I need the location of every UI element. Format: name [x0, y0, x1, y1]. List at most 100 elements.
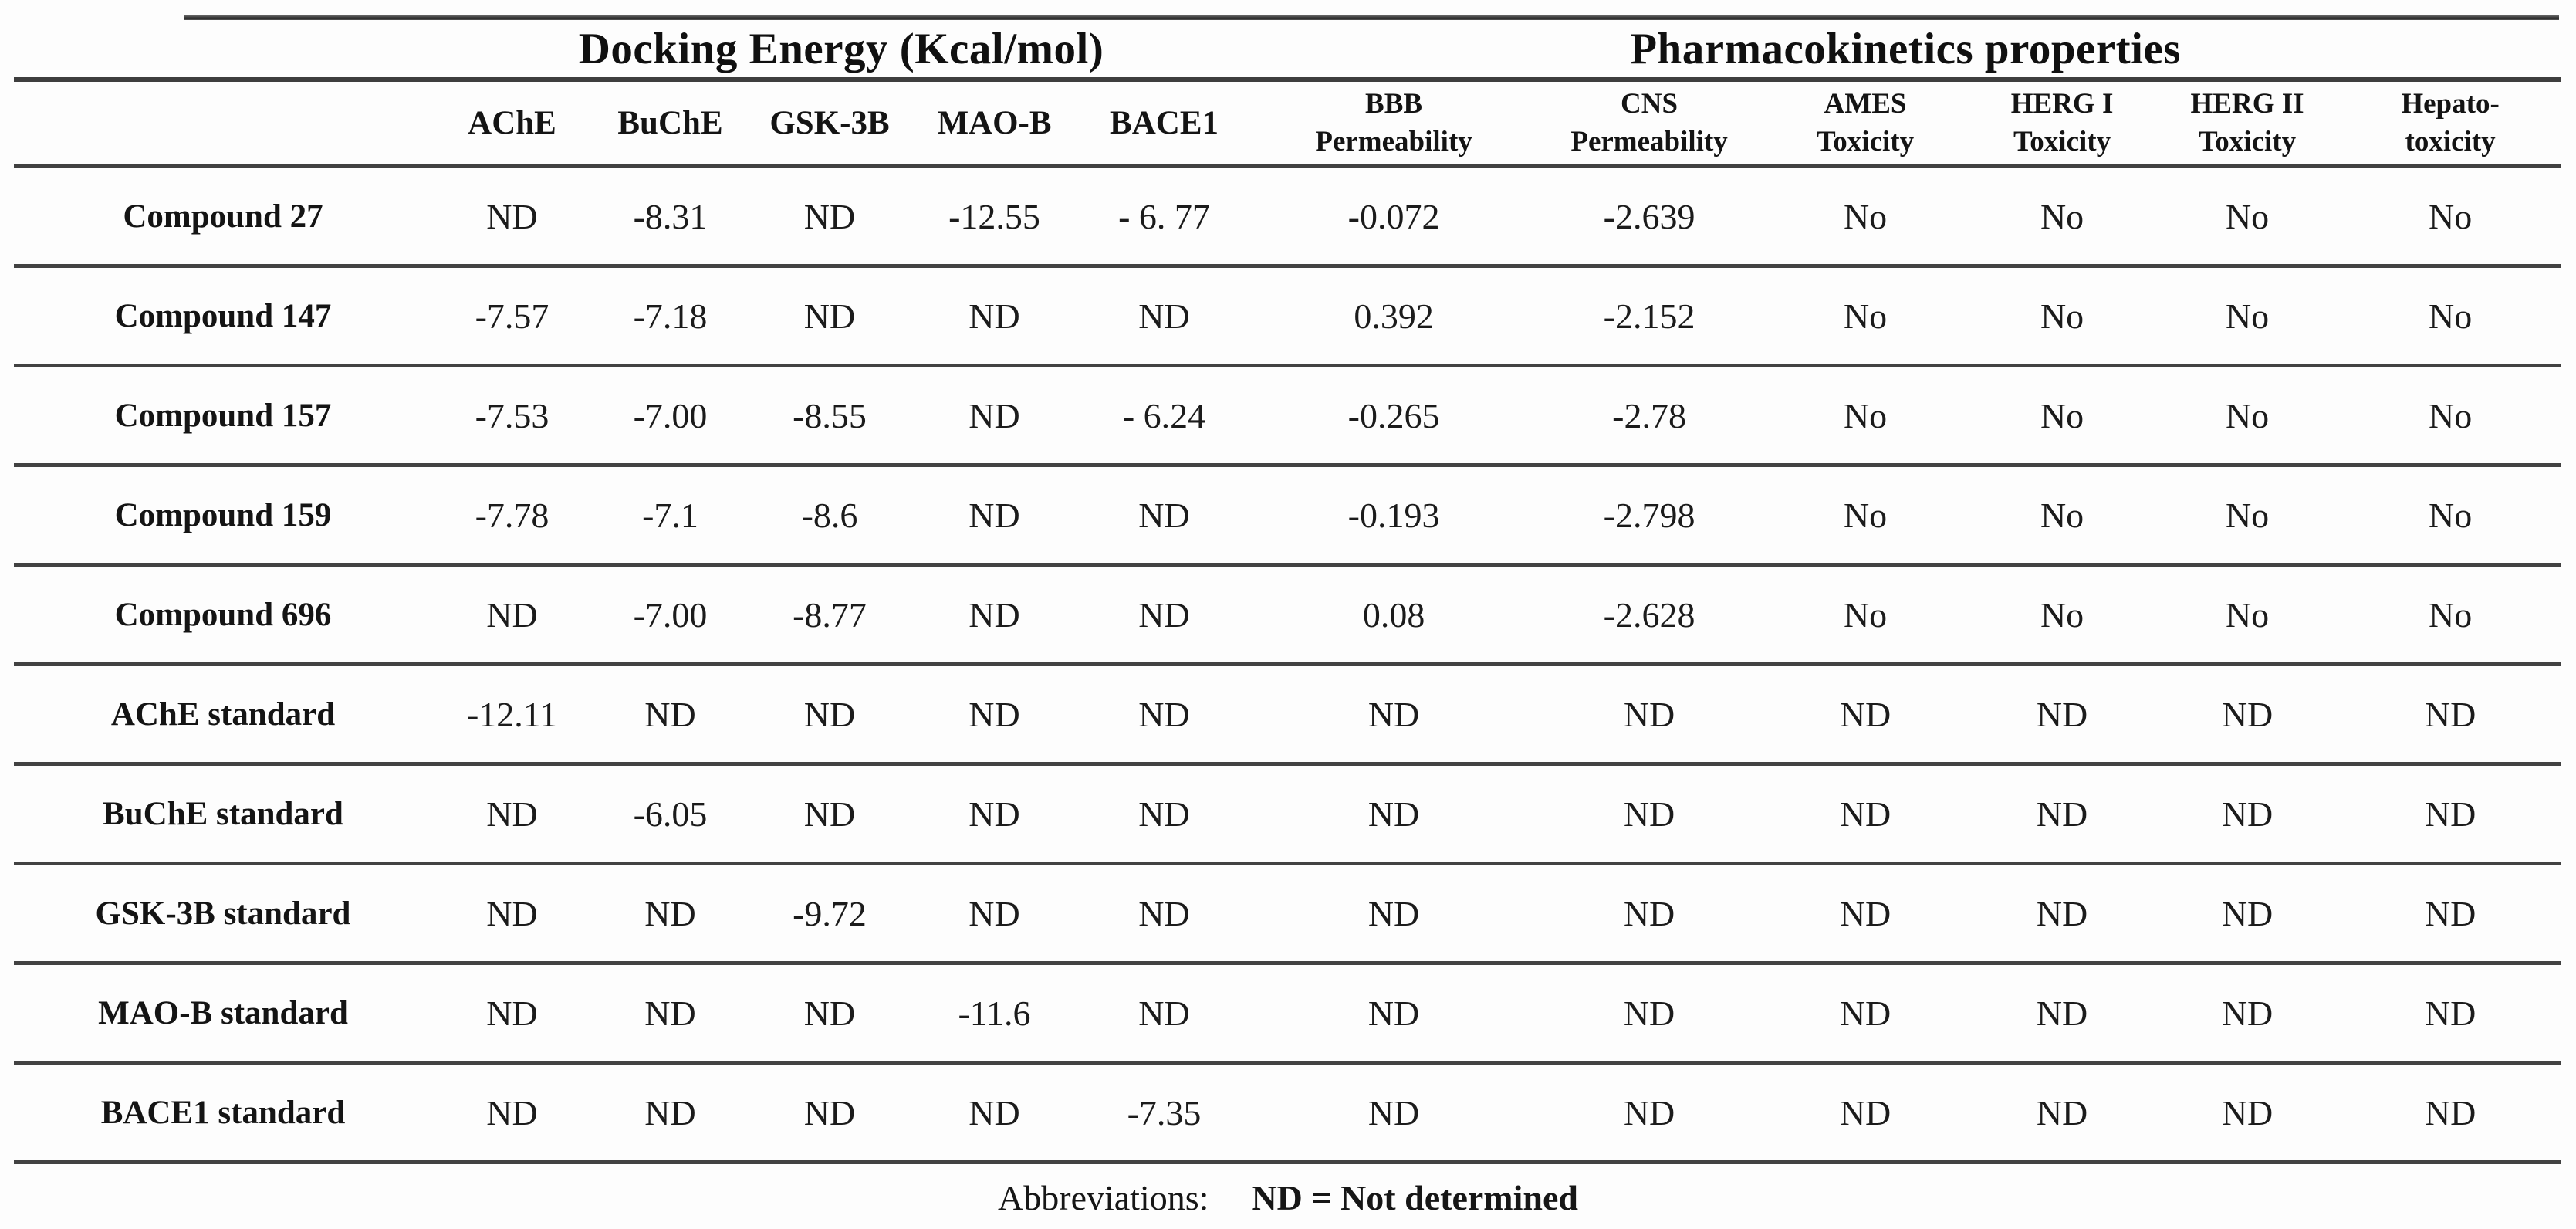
header-line1: HERG II	[2190, 87, 2304, 120]
table-cell: ND	[1250, 664, 1538, 766]
column-header-maob: MAO-B	[911, 80, 1078, 168]
abbreviations-value: ND = Not determined	[1251, 1177, 1578, 1217]
table-cell: ND	[1078, 963, 1251, 1065]
table-cell: -8.55	[749, 365, 911, 467]
table-cell: ND	[432, 1062, 592, 1164]
table-cell: ND	[2340, 863, 2561, 965]
table-cell: ND	[592, 1062, 749, 1164]
table-cell: No	[1761, 166, 1970, 268]
pharmacology-table: Docking Energy (Kcal/mol) Pharmacokineti…	[14, 20, 2561, 1164]
table-cell: ND	[1761, 963, 1970, 1065]
table-cell: -2.78	[1537, 365, 1762, 467]
table-cell: No	[1969, 465, 2155, 567]
row-label: BACE1 standard	[14, 1062, 432, 1164]
table-cell: -9.72	[749, 863, 911, 965]
table-cell: ND	[592, 664, 749, 766]
table-cell: ND	[2340, 763, 2561, 865]
table-cell: ND	[749, 963, 911, 1065]
table-cell: ND	[1078, 564, 1251, 666]
header-line2: toxicity	[2405, 125, 2496, 157]
table-cell: No	[2155, 266, 2341, 367]
table-cell: ND	[2155, 863, 2341, 965]
table-cell: No	[2155, 365, 2341, 467]
header-line1: CNS	[1621, 87, 1678, 120]
table-cell: -7.18	[592, 266, 749, 367]
table-cell: ND	[432, 564, 592, 666]
group-header-row: Docking Energy (Kcal/mol) Pharmacokineti…	[14, 20, 2561, 82]
table-cell: -7.53	[432, 365, 592, 467]
column-header-ache: AChE	[432, 80, 592, 168]
table-cell: ND	[911, 664, 1078, 766]
table-cell: ND	[1078, 763, 1251, 865]
table-cell: ND	[911, 365, 1078, 467]
table-cell: ND	[1078, 465, 1251, 567]
table-cell: ND	[1969, 664, 2155, 766]
row-label: Compound 157	[14, 365, 432, 467]
table-cell: -7.00	[592, 365, 749, 467]
table-cell: -2.628	[1537, 564, 1762, 666]
table-cell: ND	[432, 963, 592, 1065]
table-cell: ND	[911, 763, 1078, 865]
table-cell: - 6. 77	[1078, 166, 1251, 268]
table-cell: -7.1	[592, 465, 749, 567]
table-cell: ND	[1250, 963, 1538, 1065]
table-cell: ND	[1537, 1062, 1762, 1164]
table-cell: ND	[749, 166, 911, 268]
table-cell: ND	[1761, 664, 1970, 766]
header-line1: HERG I	[2010, 87, 2114, 120]
table-cell: ND	[1761, 763, 1970, 865]
table-cell: No	[1761, 465, 1970, 567]
header-line2: Permeability	[1570, 125, 1728, 157]
table-cell: -7.00	[592, 564, 749, 666]
table-row: GSK-3B standard ND ND -9.72 ND ND ND ND …	[14, 863, 2561, 965]
table-cell: -12.55	[911, 166, 1078, 268]
row-label: BuChE standard	[14, 763, 432, 865]
header-line1: Hepato-	[2401, 87, 2500, 120]
table-cell: -2.639	[1537, 166, 1762, 268]
table-cell: ND	[1537, 664, 1762, 766]
table-cell: ND	[911, 465, 1078, 567]
table-cell: -12.11	[432, 664, 592, 766]
table-cell: ND	[1537, 763, 1762, 865]
table-cell: ND	[1250, 863, 1538, 965]
table-cell: No	[1761, 266, 1970, 367]
table-cell: No	[2340, 166, 2561, 268]
table-cell: - 6.24	[1078, 365, 1251, 467]
row-label: GSK-3B standard	[14, 863, 432, 965]
row-label: AChE standard	[14, 664, 432, 766]
column-header-ames-toxicity: AMES Toxicity	[1761, 80, 1970, 168]
row-label: MAO-B standard	[14, 963, 432, 1065]
table-cell: ND	[432, 166, 592, 268]
table-cell: ND	[1537, 963, 1762, 1065]
table-cell: No	[1761, 564, 1970, 666]
row-label: Compound 27	[14, 166, 432, 268]
table-cell: -8.31	[592, 166, 749, 268]
column-header-row: AChE BuChE GSK-3B MAO-B BACE1 BBB Permea…	[14, 80, 2561, 168]
table-cell: No	[1969, 564, 2155, 666]
header-line1: BBB	[1365, 87, 1423, 120]
group-header-pharmacokinetics: Pharmacokinetics properties	[1250, 20, 2561, 82]
table-cell: No	[2340, 465, 2561, 567]
column-header-herg2-toxicity: HERG II Toxicity	[2155, 80, 2341, 168]
table-row: Compound 696 ND -7.00 -8.77 ND ND 0.08 -…	[14, 564, 2561, 666]
table-cell: ND	[432, 863, 592, 965]
table-cell: No	[1969, 166, 2155, 268]
table-cell: ND	[749, 763, 911, 865]
table-cell: ND	[2155, 664, 2341, 766]
table-cell: ND	[1537, 863, 1762, 965]
table-cell: ND	[911, 1062, 1078, 1164]
column-header-hepatotoxicity: Hepato- toxicity	[2340, 80, 2561, 168]
table-body: Compound 27 ND -8.31 ND -12.55 - 6. 77 -…	[14, 166, 2561, 1164]
table-cell: ND	[911, 266, 1078, 367]
column-header-herg1-toxicity: HERG I Toxicity	[1969, 80, 2155, 168]
corner-cell-empty	[14, 20, 432, 82]
table-cell: -6.05	[592, 763, 749, 865]
header-line2: Toxicity	[2013, 125, 2111, 157]
row-label: Compound 696	[14, 564, 432, 666]
abbreviations-label: Abbreviations:	[998, 1177, 1209, 1217]
table-row: BACE1 standard ND ND ND ND -7.35 ND ND N…	[14, 1062, 2561, 1164]
table-cell: -0.193	[1250, 465, 1538, 567]
table-row: Compound 157 -7.53 -7.00 -8.55 ND - 6.24…	[14, 365, 2561, 467]
table-cell: No	[2340, 365, 2561, 467]
table-cell: -2.798	[1537, 465, 1762, 567]
